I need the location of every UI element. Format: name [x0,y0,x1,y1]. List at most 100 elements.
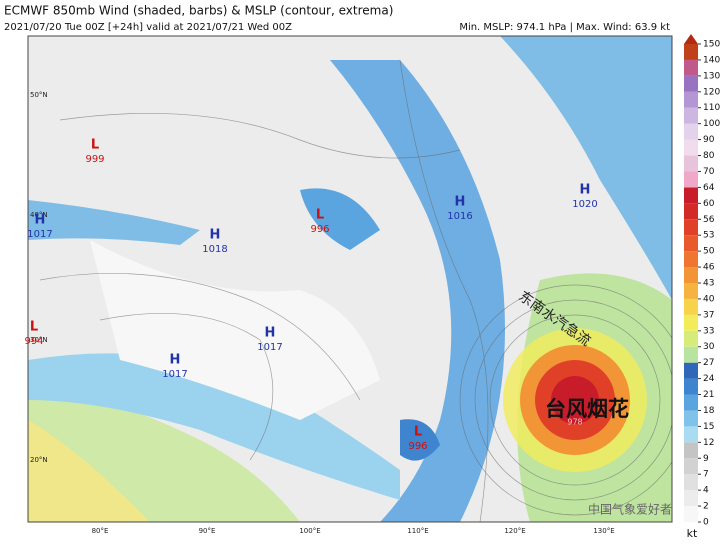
center-letter: H [35,213,46,228]
center-value: 996 [408,441,427,452]
center-letter: H [265,326,276,341]
colorbar-tick-label: 70 [703,167,715,177]
colorbar-tick-label: 90 [703,135,715,145]
colorbar-segment [684,203,698,220]
colorbar-segment [684,91,698,108]
colorbar-tick-label: 21 [703,390,714,400]
latitude-label: 30°N [30,336,48,344]
colorbar-segment [684,187,698,204]
colorbar-segment [684,235,698,252]
colorbar-tick-label: 53 [703,231,714,241]
colorbar-tick-label: 120 [703,87,720,97]
colorbar-tick-label: 140 [703,55,720,65]
colorbar-segment [684,251,698,268]
colorbar-tick-label: 0 [703,518,709,528]
colorbar-tick-label: 4 [703,486,709,496]
map-frame [27,35,673,523]
colorbar-tick-label: 30 [703,342,715,352]
colorbar-segment [684,75,698,92]
colorbar-segment [684,506,698,522]
colorbar-tick-label: 80 [703,151,715,161]
colorbar-tick-label: 9 [703,454,709,464]
latitude-label: 20°N [30,456,48,464]
colorbar-segment [684,330,698,347]
colorbar-unit: kt [687,527,698,540]
center-value: 996 [310,224,329,235]
colorbar-segment [684,458,698,475]
longitude-label: 130°E [593,527,614,535]
center-value: 999 [85,154,104,165]
stats: Min. MSLP: 974.1 hPa | Max. Wind: 63.9 k… [459,22,670,33]
colorbar-segment [684,219,698,236]
colorbar-segment [684,394,698,411]
colorbar-tick-label: 27 [703,358,714,368]
colorbar-segment [684,155,698,172]
colorbar-segment [684,267,698,283]
colorbar-segment [684,442,698,459]
center-letter: H [455,195,466,210]
colorbar-segment [684,490,698,507]
colorbar-segment [684,378,698,395]
typhoon-annotation: 台风烟花 [545,397,629,421]
colorbar-segment [684,123,698,140]
center-value: 1017 [257,342,282,353]
colorbar-tick-label: 46 [703,263,715,273]
colorbar-tick-label: 130 [703,71,720,81]
longitude-label: 110°E [407,527,428,535]
colorbar-tick-label: 7 [703,470,709,480]
colorbar-segment [684,44,698,60]
colorbar-tick-label: 40 [703,294,715,304]
title: ECMWF 850mb Wind (shaded, barbs) & MSLP … [4,4,393,18]
colorbar-tick-label: 110 [703,103,720,113]
longitude-label: 90°E [199,527,216,535]
watermark: 中国气象爱好者 [588,502,672,517]
colorbar-segment [684,426,698,443]
center-value: 1017 [162,369,187,380]
colorbar-tick-label: 60 [703,199,715,209]
colorbar-tick-label: 37 [703,310,714,320]
colorbar-tick-label: 50 [703,247,715,257]
center-letter: H [210,228,221,243]
longitude-label: 100°E [299,527,320,535]
colorbar-tick-label: 33 [703,326,714,336]
colorbar-segment [684,283,698,299]
center-value: 1020 [572,199,597,210]
center-letter: L [316,208,324,223]
center-letter: L [30,320,38,335]
latitude-label: 40°N [30,211,48,219]
colorbar-segment [684,139,698,156]
colorbar-segment [684,362,698,379]
colorbar-tick-label: 150 [703,40,720,50]
colorbar-segment [684,59,698,76]
colorbar-tick-label: 64 [703,183,715,193]
colorbar-segment [684,410,698,427]
map-area [28,36,672,522]
colorbar-segment [684,107,698,124]
colorbar-cap [684,34,698,44]
colorbar-segment [684,298,698,315]
colorbar-segment [684,314,698,331]
latitude-label: 50°N [30,91,48,99]
center-letter: L [414,425,422,440]
longitude-label: 80°E [92,527,109,535]
subtitle: 2021/07/20 Tue 00Z [+24h] valid at 2021/… [4,22,292,33]
colorbar-segment [684,171,698,188]
center-value: 1016 [447,211,472,222]
colorbar-segment [684,474,698,491]
center-value: 994 [24,336,43,347]
colorbar-tick-label: 56 [703,215,715,225]
center-letter: H [170,353,181,368]
colorbar-tick-label: 43 [703,279,714,289]
colorbar-tick-label: 2 [703,502,709,512]
colorbar-tick-label: 15 [703,422,714,432]
center-value: 978 [567,418,582,427]
center-value: 1018 [202,244,227,255]
center-letter: L [91,138,99,153]
longitude-label: 120°E [504,527,525,535]
center-letter: H [580,183,591,198]
colorbar-segment [684,346,698,363]
colorbar-tick-label: 12 [703,438,714,448]
colorbar-tick-label: 24 [703,374,715,384]
center-value: 1017 [27,229,52,240]
